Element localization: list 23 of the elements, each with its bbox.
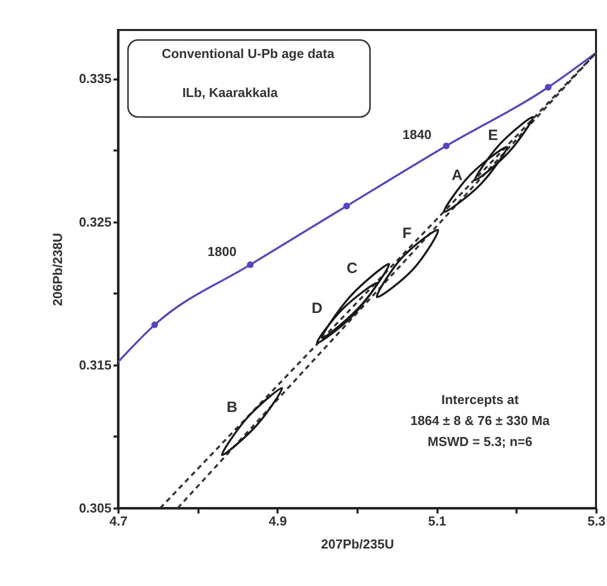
annotation: ILb, Kaarakkala — [182, 85, 278, 100]
annotation: Conventional U-Pb age data — [162, 46, 336, 61]
annotation: Intercepts at — [441, 392, 520, 407]
annotation: F — [402, 225, 412, 242]
x-tick-label: 4.9 — [268, 514, 287, 528]
annotation: D — [312, 300, 323, 317]
x-axis-title: 207Pb/235U — [321, 536, 394, 552]
x-tick-label: 5.3 — [587, 514, 606, 528]
y-tick-label: 0.315 — [78, 357, 112, 372]
annotation: MSWD = 5.3; n=6 — [428, 434, 532, 449]
annotation: E — [488, 127, 498, 144]
x-tick-label: 4.7 — [109, 514, 128, 528]
annotation: 1800 — [208, 244, 236, 259]
y-axis-title: 206Pb/238U — [50, 233, 65, 306]
annotation: B — [226, 399, 238, 416]
annotation: C — [346, 260, 358, 277]
annotation: 1864 ± 8 & 76 ± 330 Ma — [410, 413, 550, 428]
y-tick-label: 0.305 — [78, 500, 112, 516]
annotation: A — [452, 167, 463, 184]
x-tick-label: 5.1 — [428, 514, 446, 528]
y-tick-label: 0.335 — [78, 71, 112, 86]
annotation: 1840 — [402, 127, 432, 142]
y-tick-label: 0.325 — [78, 214, 112, 230]
